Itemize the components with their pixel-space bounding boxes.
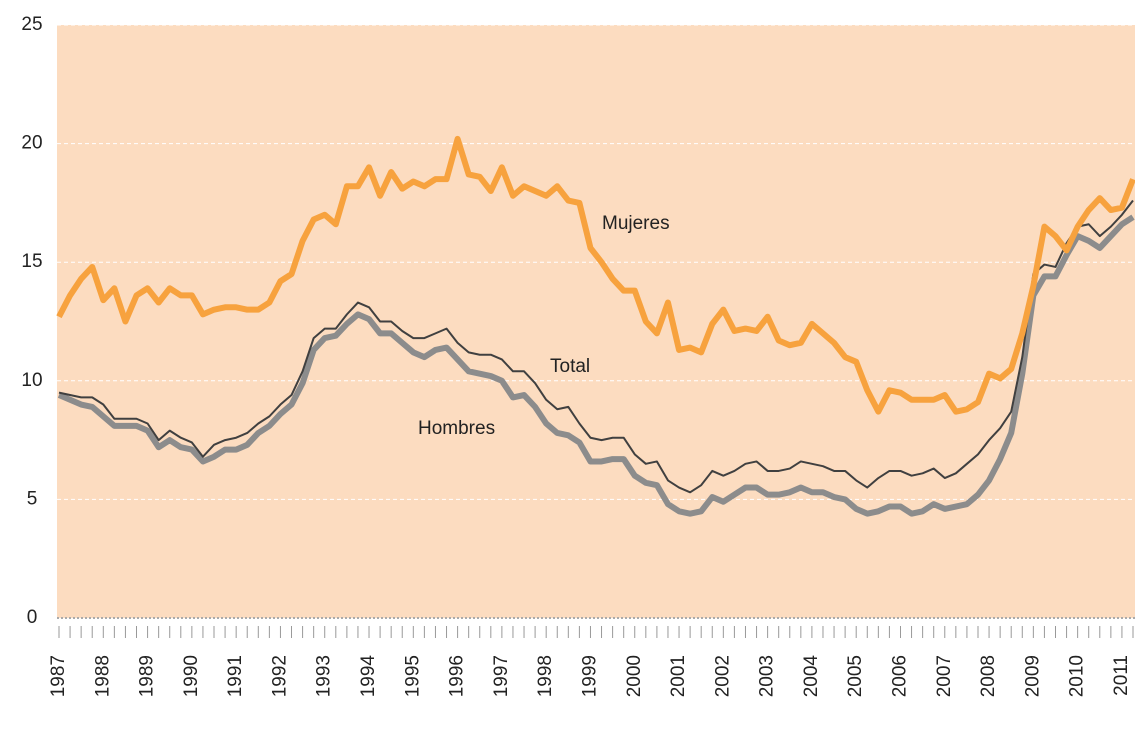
x-tick-label: 2005 — [845, 655, 866, 697]
series-label: Mujeres — [602, 213, 670, 234]
x-tick-label: 2000 — [624, 655, 645, 697]
x-tick-label: 1994 — [358, 655, 379, 698]
x-tick-label: 1992 — [269, 655, 290, 697]
x-tick-label: 2006 — [890, 655, 911, 697]
plot-background — [57, 25, 1135, 618]
x-tick-label: 2010 — [1067, 655, 1088, 697]
y-tick-label: 10 — [21, 370, 42, 391]
series-line — [58, 199, 1134, 494]
y-tick-label: 25 — [21, 14, 42, 35]
x-tick-label: 2003 — [757, 655, 778, 697]
x-tick-label: 2001 — [668, 655, 689, 697]
series-line — [56, 135, 1135, 415]
x-tick-label: 2009 — [1022, 655, 1043, 697]
x-tick-label: 1987 — [48, 655, 69, 697]
y-tick-label: 20 — [21, 133, 42, 154]
x-tick-label: 1993 — [314, 655, 335, 697]
x-tick-label: 1999 — [579, 655, 600, 697]
x-tick-label: 1989 — [137, 655, 158, 697]
x-tick-label: 1991 — [225, 655, 246, 697]
series-line — [57, 214, 1135, 517]
x-tick-label: 1998 — [535, 655, 556, 697]
x-tick-label: 1995 — [402, 655, 423, 697]
x-tick-label: 1997 — [491, 655, 512, 697]
y-tick-label: 15 — [21, 251, 42, 272]
x-tick-label: 2007 — [934, 655, 955, 697]
x-tick-label: 1990 — [181, 655, 202, 697]
series-label: Hombres — [418, 418, 495, 439]
y-tick-label: 5 — [27, 488, 38, 509]
x-tick-label: 2002 — [712, 655, 733, 697]
x-tick-label: 2008 — [978, 655, 999, 697]
x-tick-label: 2011 — [1111, 655, 1132, 696]
series-label: Total — [550, 356, 590, 377]
x-tick-label: 1996 — [447, 655, 468, 697]
x-tick-label: 2004 — [801, 655, 822, 698]
x-tick-label: 1988 — [92, 655, 113, 697]
y-tick-label: 0 — [27, 607, 38, 628]
